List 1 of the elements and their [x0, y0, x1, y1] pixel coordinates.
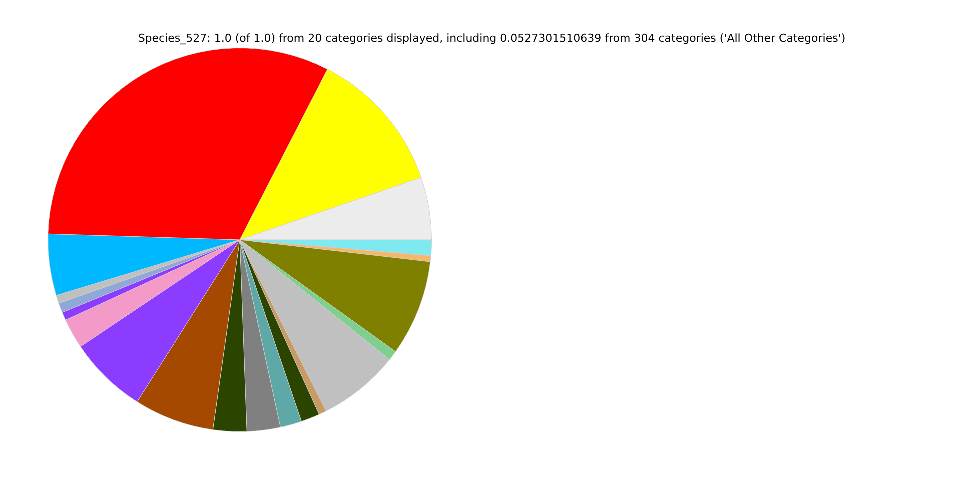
text: Species_527: 1.0 (of 1.0) from 20 categories displayed, including 0.0527301510639 from 304 categories ('All Other Categories')	[137, 32, 847, 45]
